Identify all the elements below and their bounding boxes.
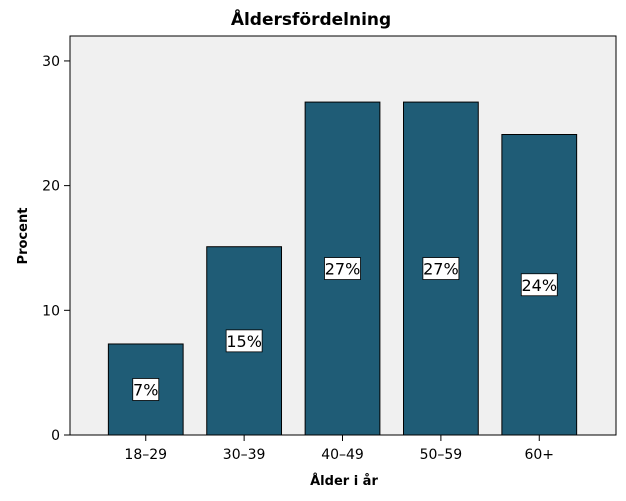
x-tick-label: 60+ <box>524 447 554 463</box>
data-label-box <box>324 257 361 280</box>
data-label: 27% <box>423 260 459 279</box>
data-label: 24% <box>521 276 557 295</box>
x-tick-label: 50–59 <box>420 447 463 463</box>
y-tick-label: 30 <box>42 54 60 70</box>
y-tick-label: 0 <box>51 428 60 444</box>
y-tick-label: 10 <box>42 303 60 319</box>
data-label: 7% <box>133 380 158 399</box>
data-label: 27% <box>325 260 361 279</box>
x-tick-label: 30–39 <box>223 447 266 463</box>
data-label-box <box>225 329 263 353</box>
x-tick-label: 40–49 <box>321 447 364 463</box>
x-axis: 18–29 30–39 40–49 50–59 60+ <box>124 435 554 463</box>
x-axis-label: Ålder i år <box>310 473 378 489</box>
y-axis: 0 10 20 30 <box>42 54 70 444</box>
chart-title: Åldersfördelning <box>231 7 391 30</box>
x-tick-label: 18–29 <box>124 447 167 463</box>
data-label-box <box>132 378 160 401</box>
data-label: 15% <box>226 332 262 351</box>
y-axis-label: Procent <box>16 208 31 265</box>
data-label-box <box>422 257 460 280</box>
bars: 7% 15% 27% 27% 24% <box>107 101 578 436</box>
y-tick-label: 20 <box>42 179 60 195</box>
data-label-box <box>520 273 558 297</box>
